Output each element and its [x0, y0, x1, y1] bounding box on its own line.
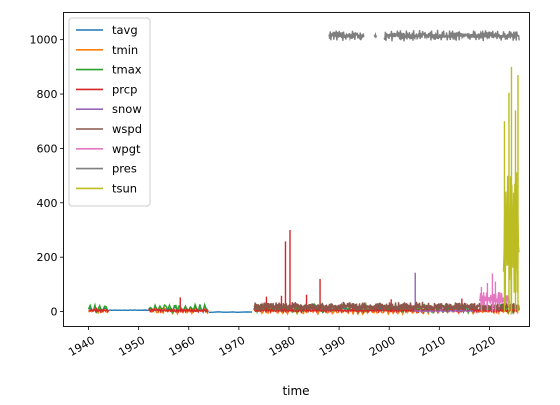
legend-label-tavg: tavg	[112, 23, 138, 37]
series-line-snow	[414, 309, 474, 313]
series-pres	[328, 29, 520, 42]
series-line-prcp	[88, 306, 110, 314]
y-tick-label: 200	[37, 251, 58, 264]
legend: tavg tmin tmax prcp snow wspd wpgt pres tsun	[68, 17, 151, 207]
legend-label-wspd: wspd	[112, 122, 142, 136]
x-tick-label: 2020	[467, 334, 498, 359]
plot-area	[87, 29, 520, 316]
y-tick-label: 1000	[30, 34, 58, 47]
x-tick-label: 2010	[417, 334, 448, 359]
y-tick-label: 0	[51, 306, 58, 319]
legend-box	[68, 17, 151, 207]
legend-label-tmin: tmin	[112, 43, 138, 57]
x-tick-label: 1990	[317, 334, 348, 359]
y-tick-label: 600	[37, 142, 58, 155]
x-axis: 1940 1950 1960 1970 1980 1990 2000 2010 2020	[66, 326, 498, 359]
x-tick-label: 1980	[267, 334, 298, 359]
x-tick-label: 1970	[217, 334, 248, 359]
series-line-tsun	[502, 172, 520, 315]
x-tick-label: 1950	[116, 334, 147, 359]
series-line-pres	[328, 30, 365, 42]
series-line-prcp	[148, 307, 209, 314]
series-line-pres	[383, 29, 520, 42]
x-tick-label: 2000	[367, 334, 398, 359]
series-wspd	[253, 301, 520, 313]
series-tsun	[502, 66, 520, 315]
x-tick-label: 1940	[66, 334, 97, 359]
y-axis: 0 200 400 600 800 1000	[30, 34, 64, 319]
legend-label-prcp: prcp	[112, 82, 137, 96]
legend-label-pres: pres	[112, 162, 137, 176]
series-line-wspd	[253, 301, 520, 313]
legend-label-snow: snow	[112, 102, 142, 116]
series-line-tavg	[208, 311, 253, 314]
series-prcp	[88, 229, 520, 315]
axes-frame	[63, 12, 530, 327]
x-tick-label: 1960	[167, 334, 198, 359]
legend-label-tmax: tmax	[112, 63, 142, 77]
legend-label-tsun: tsun	[112, 181, 137, 195]
y-tick-label: 800	[37, 88, 58, 101]
series-line-pres	[373, 32, 378, 39]
y-tick-label: 400	[37, 197, 58, 210]
x-axis-title: time	[282, 384, 309, 398]
legend-label-wpgt: wpgt	[112, 142, 141, 156]
